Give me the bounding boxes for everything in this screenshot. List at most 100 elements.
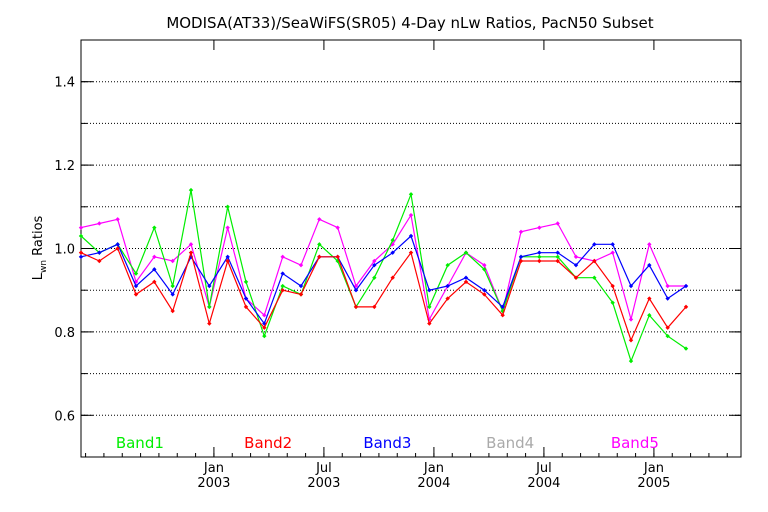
band2-point [683,304,689,310]
band5-point [225,225,230,230]
band1-point [78,233,84,239]
band3-point [573,262,579,268]
grid [81,81,741,416]
band2-point [445,296,450,301]
band3-point [390,250,395,255]
band1-point [152,225,157,230]
band5-point [537,225,542,230]
band2-point [573,275,579,280]
series-band5 [78,212,689,322]
band1-point [482,267,487,272]
x-tick-label-month: Jan [423,461,444,476]
band1-point [537,254,542,260]
legend-band4: Band4 [486,434,534,452]
band3-point [555,250,560,255]
band2-point [592,258,597,264]
band5-point [628,317,634,322]
band5-point [335,225,340,230]
band1-point [427,304,432,310]
band2-point [335,254,340,260]
band3-point [353,288,359,293]
band2-point [298,292,304,297]
legend-band5: Band5 [611,434,659,452]
x-tick-label-year: 2004 [527,476,560,491]
band2-point [225,258,230,264]
band1-point [610,300,615,305]
band3-point [665,296,670,301]
band2-point [390,275,395,280]
band1-point [133,271,139,276]
band1-point [170,283,175,289]
x-tick-label-year: 2003 [197,476,230,491]
band2-point [115,246,120,251]
band5-point [188,242,194,247]
band5-line [80,213,686,322]
band5-point [262,313,267,318]
band2-point [518,258,524,264]
band5-point [555,221,560,226]
band2-point [353,304,359,310]
band3-point [628,283,634,289]
band3-point [482,288,487,293]
x-tick-label-year: 2004 [417,476,450,491]
legend-band1: Band1 [116,434,164,452]
x-tick-label-year: 2005 [637,476,670,491]
band3-point [683,283,689,289]
band1-point [262,333,267,339]
band2-point [280,288,285,293]
band5-point [133,279,139,285]
band1-point [280,283,285,289]
band3-point [133,283,139,289]
band3-point [170,292,175,297]
band5-point [482,262,487,268]
band1-point [592,275,597,280]
y-tick-label: 1.4 [54,76,75,91]
chart-title: MODISA(AT33)/SeaWiFS(SR05) 4-Day nLw Rat… [166,14,653,32]
band2-point [665,325,670,330]
band3-point [207,283,212,289]
x-tick-label-month: Jan [643,461,664,476]
band2-point [152,279,157,285]
band2-point [408,250,414,255]
band5-point [170,258,175,264]
legend: Band1 Band2 Band3 Band4 Band5 [116,434,659,452]
band5-point [647,242,652,247]
band3-point [152,267,157,272]
band2-point [262,325,267,330]
band3-point [97,250,102,255]
band1-point [647,313,652,318]
band5-point [610,250,615,255]
legend-band2: Band2 [244,434,292,452]
series-group [78,187,689,364]
band1-point [317,242,322,247]
band1-point [665,333,670,339]
band5-point [665,283,670,289]
band3-point [78,254,84,260]
band3-point [537,250,542,255]
band5-point [152,254,157,260]
band1-point [188,187,194,193]
band2-point [482,292,487,297]
band1-point [683,346,689,351]
band2-point [427,321,432,326]
band5-point [518,229,524,235]
band5-point [78,225,84,230]
band3-point [298,283,304,289]
band2-point [207,321,212,326]
band3-point [647,262,652,268]
band2-point [188,250,194,255]
band3-point [518,254,524,260]
band3-point [243,296,249,301]
y-tick-label: 1.2 [54,159,75,174]
band2-line [80,247,687,342]
band2-point [500,313,505,318]
y-tick-label: 1.0 [54,243,75,258]
band3-point [225,254,230,260]
y-axis: 0.6 0.8 1.0 1.2 1.4 [54,76,741,424]
band5-point [573,254,579,260]
band3-point [500,304,505,310]
band2-point [243,304,249,310]
band1-point [243,279,249,285]
